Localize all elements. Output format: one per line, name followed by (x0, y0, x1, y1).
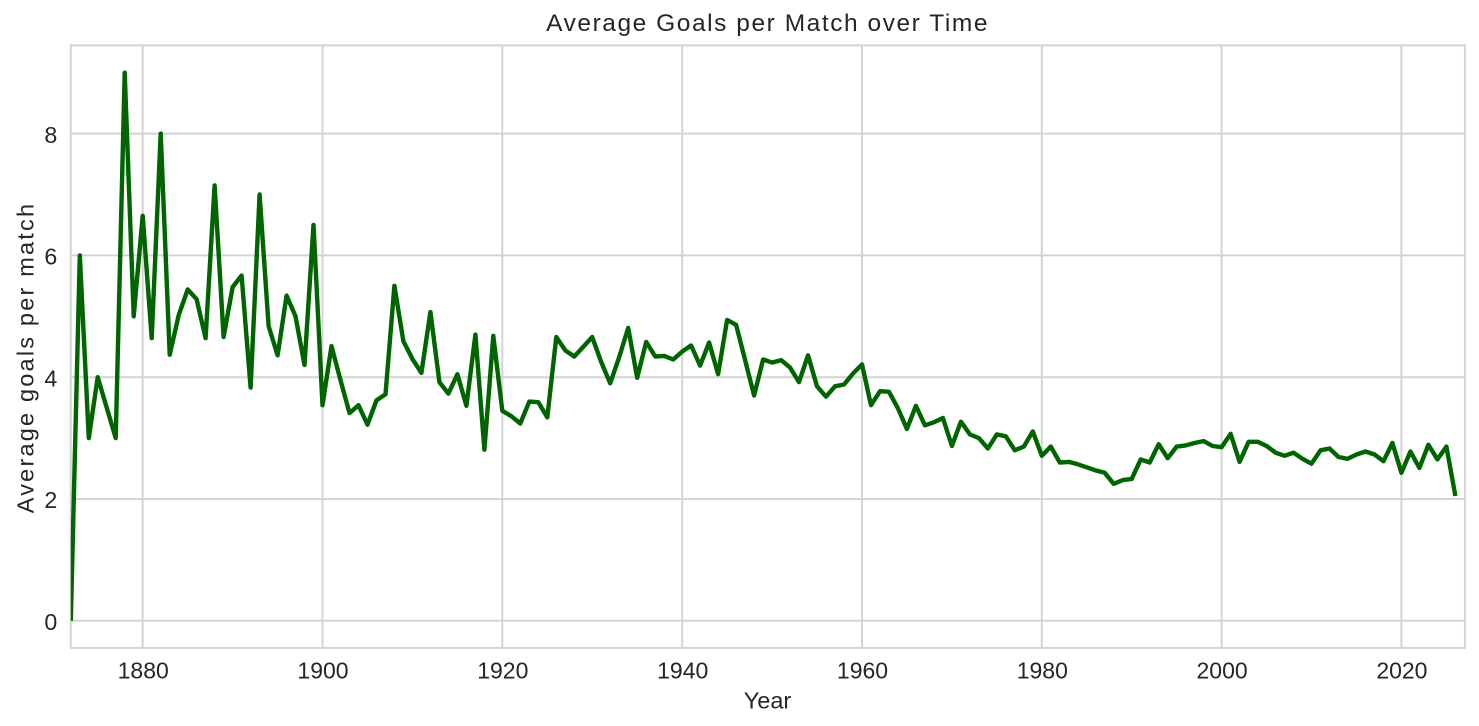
svg-text:Year: Year (744, 687, 792, 713)
svg-text:0: 0 (44, 609, 57, 635)
svg-text:Average Goals per Match over T: Average Goals per Match over Time (546, 10, 989, 37)
svg-text:2000: 2000 (1197, 658, 1248, 684)
svg-text:4: 4 (44, 365, 57, 391)
svg-text:1960: 1960 (837, 658, 888, 684)
svg-text:1920: 1920 (477, 658, 528, 684)
svg-text:6: 6 (44, 244, 57, 270)
svg-text:1940: 1940 (657, 658, 708, 684)
svg-text:1980: 1980 (1017, 658, 1068, 684)
svg-text:8: 8 (44, 122, 57, 148)
svg-text:Average goals per match: Average goals per match (13, 202, 39, 513)
svg-text:2: 2 (44, 487, 57, 513)
svg-text:1880: 1880 (118, 658, 169, 684)
svg-text:1900: 1900 (297, 658, 348, 684)
svg-text:2020: 2020 (1376, 658, 1427, 684)
